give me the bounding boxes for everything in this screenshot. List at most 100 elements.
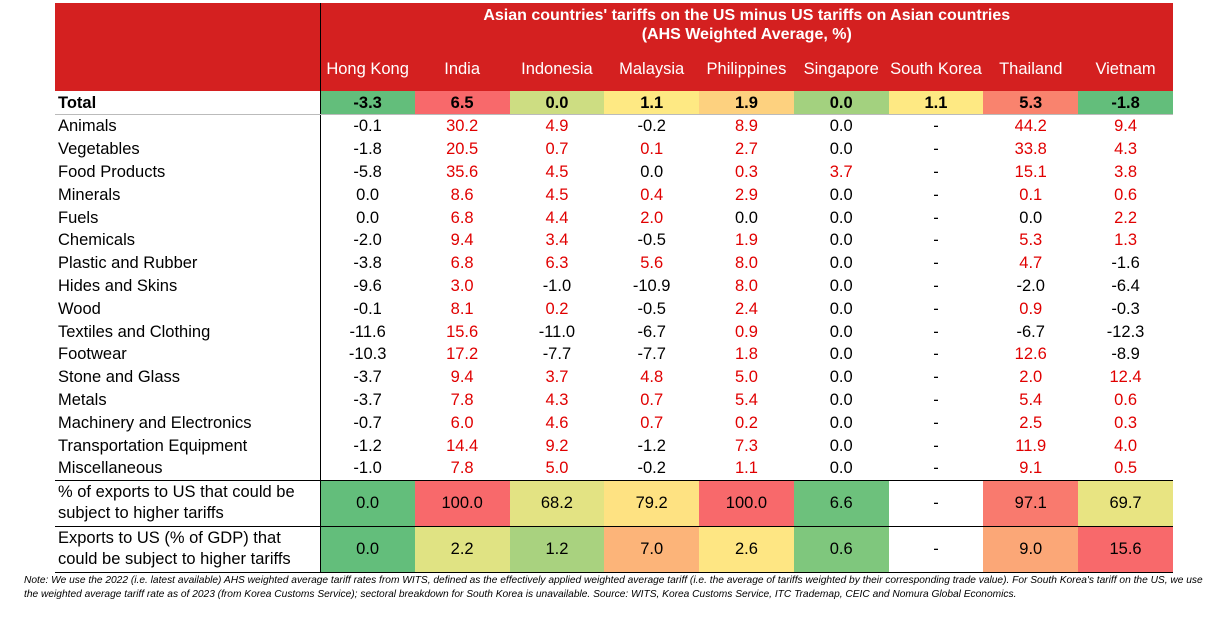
value-cell: -	[933, 322, 939, 341]
table-row: Stone and Glass -3.7 9.4 3.7 4.8 5.0 0.0 - 2.0 12…	[55, 365, 1173, 389]
value-cell: 2.2	[414, 525, 510, 573]
value-cell: -3.8	[353, 254, 382, 273]
value-cell: 100.0	[699, 479, 794, 527]
value-cell: 79.2	[604, 479, 700, 527]
value-cell: -	[933, 436, 939, 455]
value-cell: 2.0	[640, 208, 664, 227]
value-cell: 8.0	[734, 276, 758, 295]
value-cell: -1.6	[1111, 254, 1140, 273]
value-cell: 0.0	[356, 208, 380, 227]
value-cell: 0.0	[509, 91, 605, 115]
value-cell: 4.8	[640, 368, 664, 387]
value-cell: 0.0	[829, 436, 853, 455]
value-cell: 12.6	[1014, 345, 1047, 364]
column-header: Philippines	[699, 47, 794, 91]
value-cell: 9.4	[450, 231, 474, 250]
row-label: Transportation Equipment	[55, 434, 321, 457]
value-cell: 2.0	[1019, 368, 1043, 387]
value-cell: -6.4	[1111, 276, 1140, 295]
value-cell: 1.8	[734, 345, 758, 364]
value-cell: 2.7	[734, 140, 758, 159]
value-cell: 14.4	[446, 436, 479, 455]
value-cell: -	[933, 413, 939, 432]
value-cell: 9.2	[545, 436, 569, 455]
table-row: Chemicals -2.0 9.4 3.4 -0.5 1.9 0.0 - 5.3 1.3	[55, 228, 1173, 252]
value-cell: 100.0	[414, 479, 510, 527]
value-cell: -0.7	[353, 413, 382, 432]
value-cell: -0.1	[353, 299, 382, 318]
value-cell: 6.3	[545, 254, 569, 273]
value-cell: 0.0	[1019, 208, 1043, 227]
value-cell: 0.0	[829, 117, 853, 136]
column-header: Indonesia	[509, 47, 605, 91]
value-cell: 4.0	[1114, 436, 1138, 455]
value-cell: 69.7	[1078, 479, 1173, 527]
title-line: (AHS Weighted Average, %)	[641, 26, 852, 43]
value-cell: -1.8	[353, 140, 382, 159]
value-cell: -1.8	[1078, 91, 1173, 115]
value-cell: -0.1	[353, 117, 382, 136]
value-cell: 35.6	[446, 162, 479, 181]
row-label: Miscellaneous	[55, 456, 321, 481]
value-cell: 4.3	[545, 390, 569, 409]
value-cell: -	[933, 345, 939, 364]
value-cell: 0.0	[829, 231, 853, 250]
table-row: Plastic and Rubber -3.8 6.8 6.3 5.6 8.0 0.0 - 4.…	[55, 251, 1173, 275]
value-cell: 5.6	[640, 254, 664, 273]
value-cell: 3.4	[545, 231, 569, 250]
title-line: Asian countries' tariffs on the US minus…	[483, 7, 1011, 24]
value-cell: 3.7	[829, 162, 853, 181]
value-cell: 97.1	[983, 479, 1079, 527]
value-cell: -2.0	[1016, 276, 1045, 295]
value-cell: 1.9	[699, 91, 794, 115]
row-label: Fuels	[55, 206, 321, 229]
table-row: Wood -0.1 8.1 0.2 -0.5 2.4 0.0 - 0.9 -0.3	[55, 297, 1173, 321]
row-label: Stone and Glass	[55, 365, 321, 389]
value-cell: -0.3	[1111, 299, 1140, 318]
column-header: Thailand	[983, 47, 1079, 91]
row-label: Footwear	[55, 342, 321, 366]
table-row: Fuels 0.0 6.8 4.4 2.0 0.0 0.0 - 0.0 2.2	[55, 206, 1173, 229]
value-cell: 5.4	[1019, 390, 1043, 409]
value-cell: -11.0	[538, 322, 576, 341]
table-frame: Asian countries' tariffs on the US minus…	[55, 3, 1173, 573]
value-cell: 0.0	[829, 299, 853, 318]
value-cell: 4.9	[545, 117, 569, 136]
row-label: Machinery and Electronics	[55, 411, 321, 435]
value-cell: -	[888, 479, 984, 527]
value-cell: 30.2	[446, 117, 479, 136]
value-cell: 6.8	[450, 254, 474, 273]
value-cell: -0.2	[637, 117, 666, 136]
value-cell: 0.0	[829, 345, 853, 364]
table-row: Vegetables -1.8 20.5 0.7 0.1 2.7 0.0 - 33.8 4.3	[55, 137, 1173, 161]
value-cell: -	[933, 368, 939, 387]
value-cell: 0.3	[1114, 413, 1138, 432]
value-cell: 8.6	[450, 185, 474, 204]
value-cell: 0.0	[320, 525, 415, 573]
value-cell: -1.2	[637, 436, 666, 455]
value-cell: 5.0	[545, 459, 569, 478]
value-cell: -	[933, 276, 939, 295]
value-cell: -0.2	[637, 459, 666, 478]
value-cell: 20.5	[446, 140, 479, 159]
table-row: % of exports to US that could be subject…	[55, 479, 1173, 527]
row-label: Wood	[55, 297, 321, 321]
table-row: Exports to US (% of GDP) that could be s…	[55, 525, 1173, 573]
column-header: Malaysia	[604, 47, 700, 91]
value-cell: -6.7	[637, 322, 666, 341]
table-row: Textiles and Clothing -11.6 15.6 -11.0 -6.7 0…	[55, 320, 1173, 343]
value-cell: 44.2	[1014, 117, 1047, 136]
value-cell: 5.3	[983, 91, 1079, 115]
value-cell: -	[933, 459, 939, 478]
value-cell: 5.4	[734, 390, 758, 409]
value-cell: 11.9	[1015, 436, 1047, 455]
value-cell: 9.1	[1019, 459, 1043, 478]
value-cell: 0.6	[793, 525, 889, 573]
value-cell: 2.5	[1019, 413, 1043, 432]
value-cell: 5.0	[734, 368, 758, 387]
value-cell: 8.1	[450, 299, 474, 318]
value-cell: 9.0	[983, 525, 1079, 573]
value-cell: 15.6	[1078, 525, 1173, 573]
tariff-table: Asian countries' tariffs on the US minus…	[55, 3, 1173, 573]
value-cell: -10.3	[348, 345, 387, 364]
